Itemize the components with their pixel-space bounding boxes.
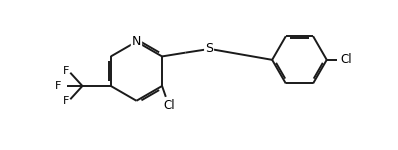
Text: Cl: Cl: [341, 53, 352, 66]
Text: F: F: [63, 66, 70, 76]
Text: Cl: Cl: [163, 99, 175, 112]
Text: F: F: [63, 96, 70, 106]
Text: F: F: [55, 81, 61, 91]
Text: N: N: [132, 35, 141, 48]
Text: S: S: [205, 42, 213, 55]
